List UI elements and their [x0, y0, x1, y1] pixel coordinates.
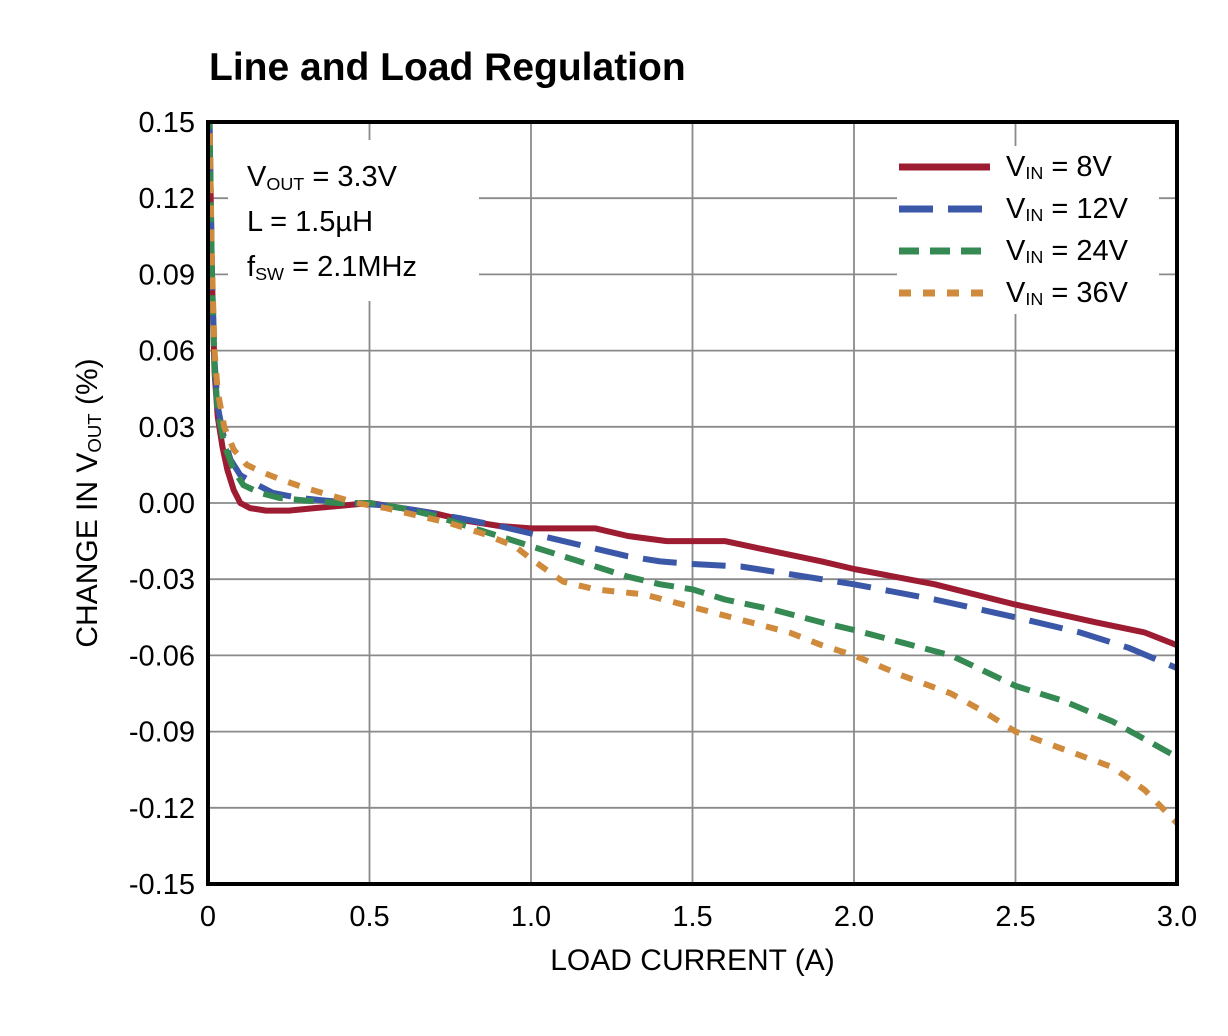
- legend-label: VIN = 12V: [1006, 192, 1128, 226]
- x-tick-label: 2.0: [834, 901, 874, 933]
- legend-item-vin-24v: VIN = 24V: [897, 230, 1159, 272]
- annotation-line-vout: VOUT = 3.3V: [247, 161, 397, 194]
- plot-border: [206, 120, 1179, 886]
- x-tick-label: 0.5: [349, 901, 389, 933]
- y-tick-label: 0.15: [139, 107, 195, 139]
- series-curve-36v: [208, 122, 1177, 826]
- legend-item-vin-8v: VIN = 8V: [897, 146, 1159, 188]
- annotation-line-fsw: fSW = 2.1MHz: [247, 251, 417, 284]
- legend-label: VIN = 8V: [1006, 150, 1112, 184]
- legend: VIN = 8V VIN = 12V VIN = 24V VIN = 36V: [897, 146, 1159, 314]
- legend-line-sample: [899, 163, 990, 171]
- y-axis-label: CHANGE IN VOUT (%): [71, 358, 106, 648]
- legend-label: VIN = 36V: [1006, 276, 1128, 310]
- y-tick-label: -0.15: [129, 869, 195, 901]
- x-axis-label: LOAD CURRENT (A): [550, 944, 835, 977]
- legend-line-sample: [899, 289, 990, 297]
- y-tick-labels: 0.15 0.12 0.09 0.06 0.03 0.00 -0.03 -0.06 -0.09 -…: [129, 107, 195, 901]
- y-tick-label: 0.00: [139, 488, 195, 520]
- x-tick-label: 2.5: [995, 901, 1035, 933]
- y-tick-label: 0.06: [139, 336, 195, 368]
- conditions-annotation: VOUT = 3.3V L = 1.5µH fSW = 2.1MHz: [228, 140, 479, 301]
- legend-item-vin-12v: VIN = 12V: [897, 188, 1159, 230]
- legend-line-sample: [899, 247, 990, 255]
- legend-line-sample: [899, 205, 990, 213]
- x-tick-label: 3.0: [1157, 901, 1197, 933]
- legend-label: VIN = 24V: [1006, 234, 1128, 268]
- x-tick-labels: 0 0.5 1.0 1.5 2.0 2.5 3.0: [200, 901, 1197, 933]
- x-tick-label: 1.0: [511, 901, 551, 933]
- annotation-line-inductor: L = 1.5µH: [247, 206, 374, 238]
- y-tick-label: 0.09: [139, 259, 195, 291]
- y-tick-label: -0.03: [129, 564, 195, 596]
- y-tick-label: 0.12: [139, 183, 195, 215]
- chart-title: Line and Load Regulation: [209, 46, 686, 89]
- x-tick-label: 1.5: [672, 901, 712, 933]
- series-curve-24v: [208, 122, 1177, 760]
- y-tick-label: -0.06: [129, 640, 195, 672]
- legend-item-vin-36v: VIN = 36V: [897, 272, 1159, 314]
- x-tick-label: 0: [200, 901, 216, 933]
- y-tick-label: -0.09: [129, 717, 195, 749]
- y-tick-label: -0.12: [129, 793, 195, 825]
- y-tick-label: 0.03: [139, 412, 195, 444]
